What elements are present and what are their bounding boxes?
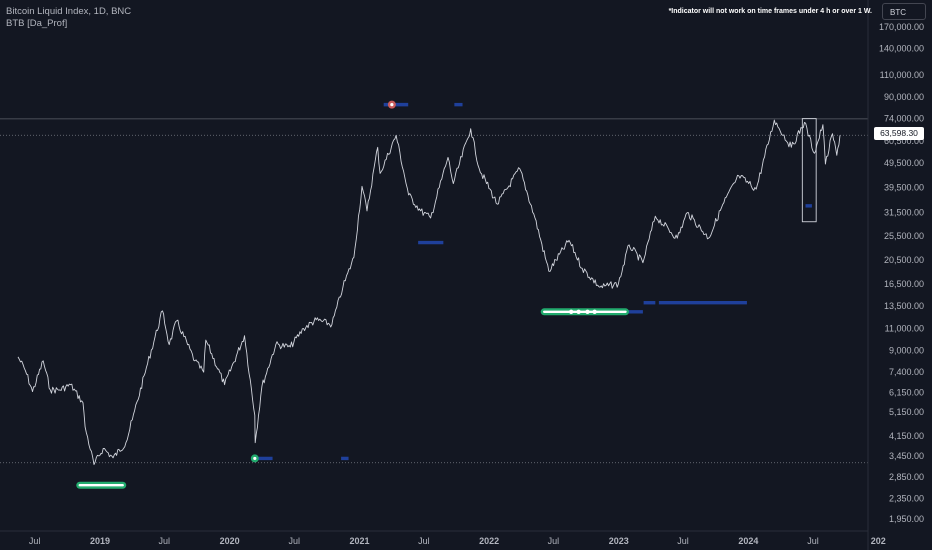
signal-bar-dot — [585, 309, 590, 315]
x-tick-label: 202 — [871, 536, 886, 546]
y-tick-label: 110,000.00 — [880, 70, 924, 80]
y-tick-label: 4,150.00 — [889, 431, 924, 441]
y-tick-label: 49,500.00 — [884, 158, 924, 168]
x-tick-label: 2019 — [90, 536, 110, 546]
price-series-line — [17, 119, 841, 465]
y-tick-label: 140,000.00 — [879, 43, 924, 53]
y-tick-label: 20,500.00 — [884, 255, 924, 265]
signal-marker-red-core — [390, 103, 394, 107]
signal-bar-dot — [576, 309, 581, 315]
reference-lines — [0, 118, 868, 464]
y-tick-label: 9,000.00 — [889, 346, 924, 356]
y-tick-label: 7,400.00 — [889, 367, 924, 377]
y-tick-label: 2,350.00 — [889, 493, 924, 503]
price-series-layer — [17, 119, 841, 465]
signal-marker-green-core — [253, 456, 257, 461]
x-tick-label: 2024 — [738, 536, 758, 546]
y-tick-label: 6,150.00 — [889, 388, 924, 398]
chart-legend: Bitcoin Liquid Index, 1D, BNC BTB [Da_Pr… — [6, 6, 131, 30]
y-tick-label: 31,500.00 — [884, 208, 924, 218]
time-axis: Jul 2019 Jul 2020 Jul 2021 Jul 2022 Jul 2023 Jul 20… — [0, 530, 886, 546]
y-tick-label: 170,000.00 — [879, 22, 924, 32]
y-tick-label: 11,000.00 — [885, 323, 924, 333]
indicator-bars-layer — [76, 102, 812, 489]
x-tick-label: Jul — [288, 536, 300, 546]
x-tick-label: 2020 — [220, 536, 240, 546]
x-tick-label: Jul — [418, 536, 430, 546]
y-tick-label: 5,150.00 — [889, 407, 924, 417]
highlight-box — [801, 118, 817, 223]
indicator-markers-layer — [250, 100, 396, 463]
y-tick-label: 39,500.00 — [884, 183, 924, 193]
y-tick-label: 1,950.00 — [889, 514, 924, 524]
y-tick-label: 74,000.00 — [884, 114, 924, 124]
x-tick-label: Jul — [29, 536, 41, 546]
x-tick-label: Jul — [548, 536, 560, 546]
indicator-note: *Indicator will not work on time frames … — [668, 8, 872, 15]
y-tick-label: 3,450.00 — [889, 451, 924, 461]
signal-bar-dot — [568, 309, 574, 315]
symbol-title[interactable]: Bitcoin Liquid Index, 1D, BNC — [6, 6, 132, 17]
last-price-label: 63,598.30 — [874, 127, 924, 140]
x-tick-label: Jul — [807, 536, 819, 546]
highlight-box-layer — [801, 118, 817, 223]
price-axis: 170,000.00 140,000.00 110,000.00 90,000.00 7… — [867, 0, 924, 550]
x-tick-label: 2021 — [350, 536, 370, 546]
x-tick-label: 2022 — [479, 536, 499, 546]
y-tick-label: 90,000.00 — [884, 92, 924, 102]
x-tick-label: 2023 — [609, 536, 629, 546]
y-tick-label: 60,500.00 — [884, 136, 924, 146]
y-tick-label: 25,500.00 — [884, 231, 924, 241]
y-tick-label: 16,500.00 — [884, 279, 924, 289]
x-tick-label: Jul — [677, 536, 689, 546]
symbol-badge[interactable]: BTC — [882, 3, 926, 20]
indicator-title[interactable]: BTB [Da_Prof] — [6, 18, 68, 29]
x-tick-label: Jul — [159, 536, 171, 546]
signal-bar-dot — [592, 309, 597, 315]
y-tick-label: 2,850.00 — [889, 472, 924, 482]
y-tick-label: 13,500.00 — [884, 301, 924, 311]
